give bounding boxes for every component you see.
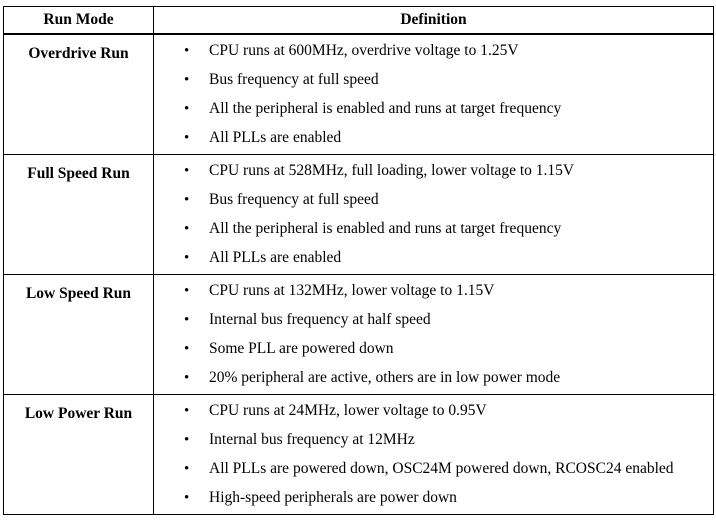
list-item-text: 20% peripheral are active, others are in… [209,369,561,386]
list-item-text: All PLLs are enabled [209,249,342,266]
table-row: Low Speed Run • CPU runs at 132MHz, lower… [3,274,714,395]
bullet-icon: • [184,341,190,357]
run-mode-cell: Overdrive Run [3,33,154,155]
list-item: • CPU runs at 132MHz, lower voltage to 1.… [154,278,713,307]
header-run-mode: Run Mode [3,6,154,35]
bullet-icon: • [184,370,190,386]
list-item: • All the peripheral is enabled and runs … [154,96,713,125]
list-item: • CPU runs at 600MHz, overdrive voltage t… [154,38,713,67]
list-item-text: Some PLL are powered down [209,340,394,357]
list-item-text: All PLLs are enabled [209,129,342,146]
bullet-icon: • [184,130,190,146]
table-row: Low Power Run • CPU runs at 24MHz, lower … [3,394,714,515]
table-row: Overdrive Run • CPU runs at 600MHz, overd… [3,33,714,155]
list-item-text: All the peripheral is enabled and runs a… [209,220,562,237]
list-item-text: Internal bus frequency at 12MHz [209,431,415,448]
definition-cell: • CPU runs at 132MHz, lower voltage to 1.… [153,274,714,395]
run-mode-cell: Low Speed Run [3,274,154,395]
list-item: • Bus frequency at full speed [154,187,713,216]
list-item: • CPU runs at 528MHz, full loading, lower… [154,158,713,187]
table-body: Overdrive Run • CPU runs at 600MHz, overd… [3,33,714,515]
bullet-icon: • [184,72,190,88]
run-mode-table-container: Run Mode Definition Overdrive Run • CPU r… [3,6,714,515]
bullet-icon: • [184,43,190,59]
list-item-text: CPU runs at 600MHz, overdrive voltage to… [209,42,519,59]
definition-cell: • CPU runs at 24MHz, lower voltage to 0.9… [153,394,714,515]
list-item: • Some PLL are powered down [154,336,713,365]
list-item-text: CPU runs at 132MHz, lower voltage to 1.1… [209,282,495,299]
list-item: • High-speed peripherals are power down [154,485,713,514]
table-header-row: Run Mode Definition [3,6,714,35]
list-item-text: CPU runs at 528MHz, full loading, lower … [209,162,575,179]
list-item: • 20% peripheral are active, others are i… [154,365,713,394]
list-item: • All PLLs are powered down, OSC24M power… [154,456,713,485]
bullet-icon: • [184,250,190,266]
bullet-icon: • [184,101,190,117]
list-item: • All PLLs are enabled [154,125,713,154]
table-row: Full Speed Run • CPU runs at 528MHz, full… [3,154,714,275]
list-item-text: CPU runs at 24MHz, lower voltage to 0.95… [209,402,487,419]
definition-list: • CPU runs at 600MHz, overdrive voltage t… [154,38,713,154]
list-item: • CPU runs at 24MHz, lower voltage to 0.9… [154,398,713,427]
list-item: • All the peripheral is enabled and runs … [154,216,713,245]
bullet-icon: • [184,461,190,477]
list-item-text: All PLLs are powered down, OSC24M powere… [209,460,674,477]
bullet-icon: • [184,432,190,448]
list-item: • Bus frequency at full speed [154,67,713,96]
list-item: • All PLLs are enabled [154,245,713,274]
list-item-text: Internal bus frequency at half speed [209,311,431,328]
bullet-icon: • [184,163,190,179]
definition-list: • CPU runs at 132MHz, lower voltage to 1.… [154,278,713,394]
run-mode-cell: Low Power Run [3,394,154,515]
list-item-text: High-speed peripherals are power down [209,489,457,506]
list-item-text: All the peripheral is enabled and runs a… [209,100,562,117]
bullet-icon: • [184,192,190,208]
definition-cell: • CPU runs at 528MHz, full loading, lower… [153,154,714,275]
bullet-icon: • [184,403,190,419]
run-mode-cell: Full Speed Run [3,154,154,275]
run-mode-table: Run Mode Definition Overdrive Run • CPU r… [3,6,714,515]
bullet-icon: • [184,283,190,299]
list-item-text: Bus frequency at full speed [209,191,379,208]
bullet-icon: • [184,221,190,237]
definition-list: • CPU runs at 528MHz, full loading, lower… [154,158,713,274]
list-item: • Internal bus frequency at 12MHz [154,427,713,456]
definition-list: • CPU runs at 24MHz, lower voltage to 0.9… [154,398,713,514]
bullet-icon: • [184,490,190,506]
definition-cell: • CPU runs at 600MHz, overdrive voltage t… [153,33,714,155]
list-item: • Internal bus frequency at half speed [154,307,713,336]
bullet-icon: • [184,312,190,328]
header-definition: Definition [153,6,714,35]
list-item-text: Bus frequency at full speed [209,71,379,88]
